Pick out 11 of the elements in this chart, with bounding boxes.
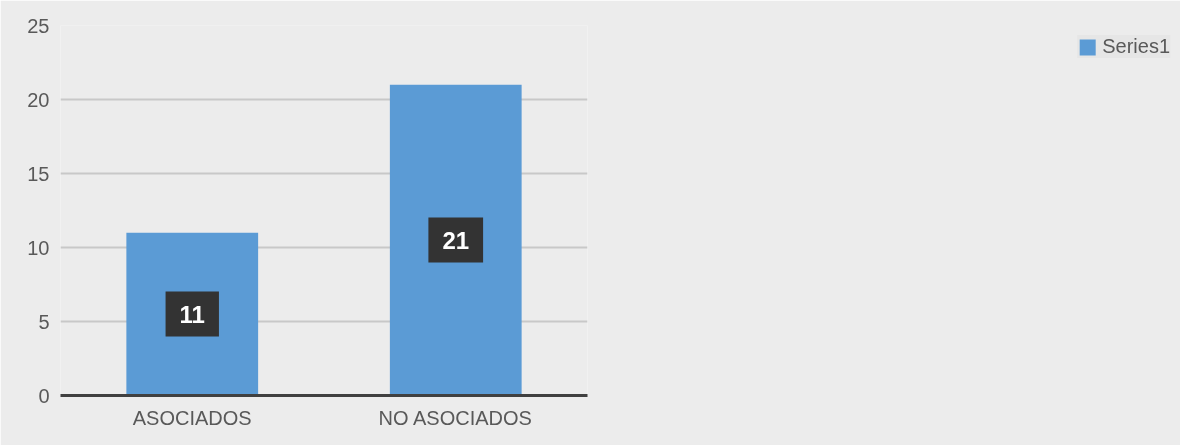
y-tick-label: 25 xyxy=(27,14,50,37)
x-tick-label: NO ASOCIADOS xyxy=(378,406,532,429)
y-tick-label: 20 xyxy=(27,88,50,111)
y-tick-label: 10 xyxy=(27,236,50,259)
y-tick-label: 0 xyxy=(38,384,50,407)
legend-label: Series1 xyxy=(1102,35,1170,58)
y-tick-label: 5 xyxy=(38,310,50,333)
x-tick-label: ASOCIADOS xyxy=(132,406,252,429)
y-tick-label: 15 xyxy=(27,162,50,185)
data-label: 11 xyxy=(179,300,205,328)
data-label: 21 xyxy=(442,226,470,254)
